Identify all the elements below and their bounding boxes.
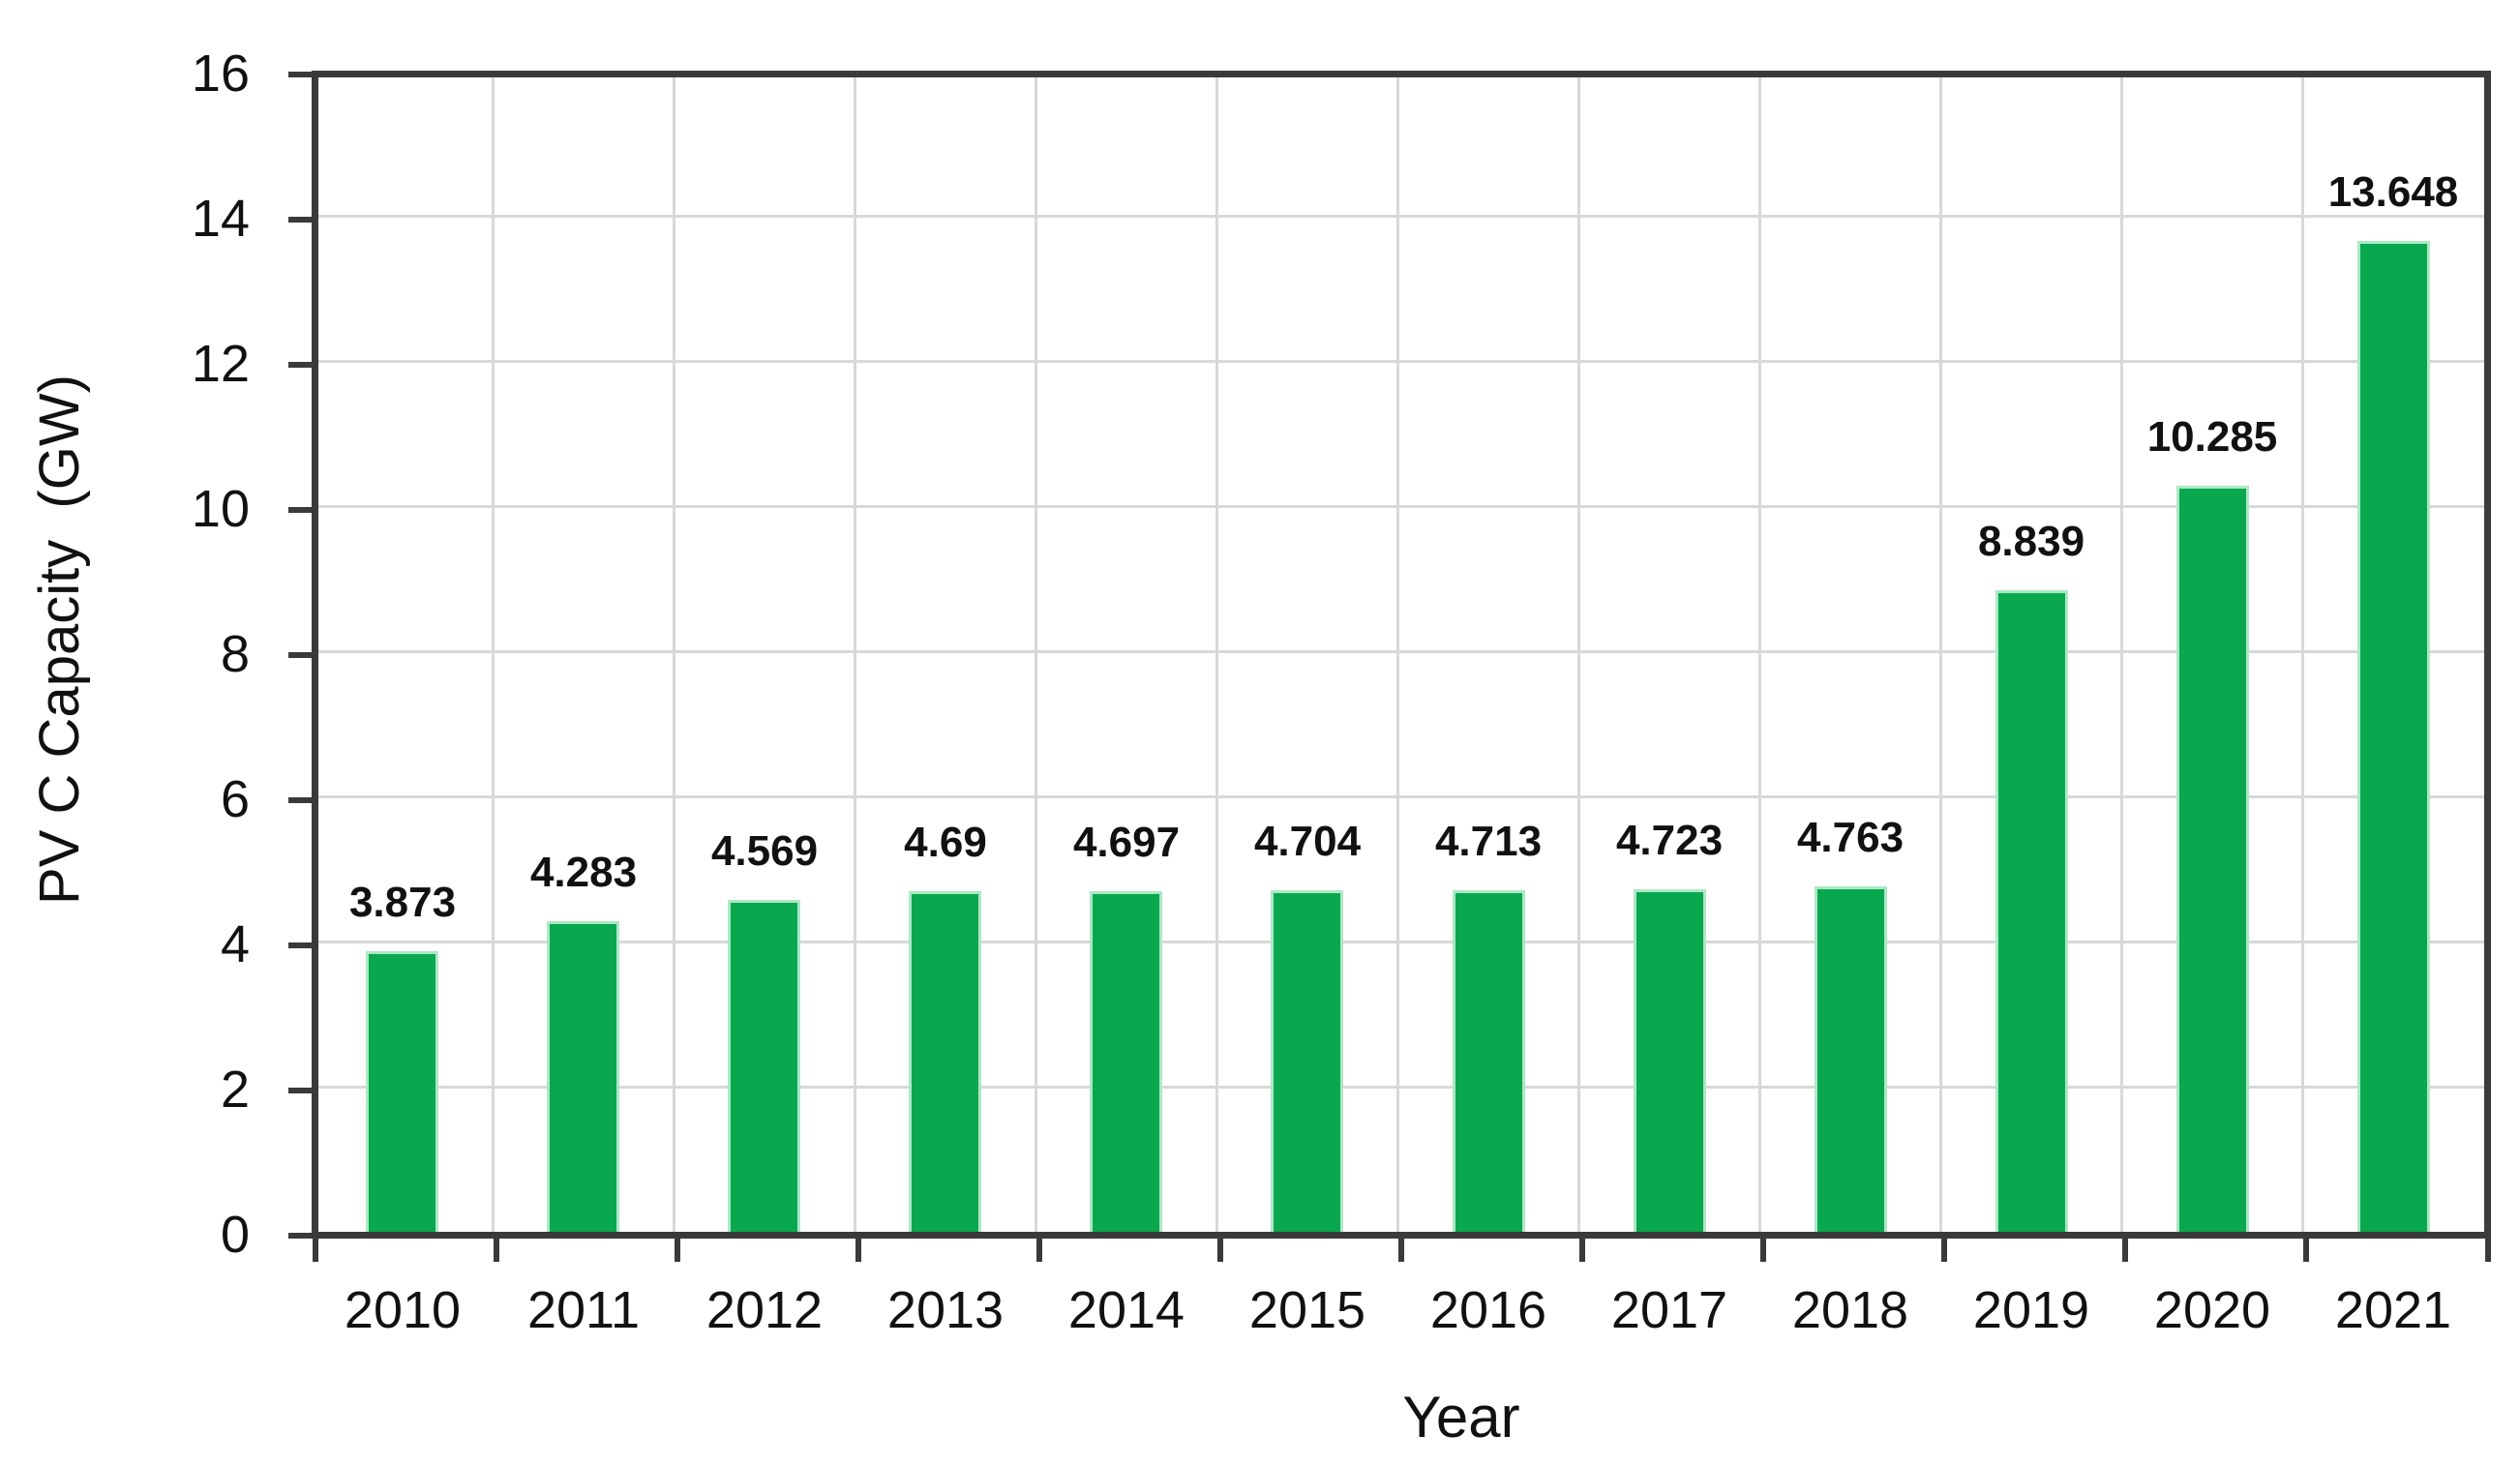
bar-value-label: 4.763 <box>1796 814 1905 861</box>
y-axis-tick-label: 6 <box>220 770 250 828</box>
y-axis-tick <box>288 507 312 513</box>
bar-value-label: 4.713 <box>1434 818 1543 865</box>
bar-value-label: 4.697 <box>1072 819 1181 866</box>
y-axis-tick <box>288 652 312 658</box>
y-axis-tick <box>288 797 312 803</box>
y-axis-tick-label: 4 <box>220 915 250 973</box>
x-axis-tick-label: 2012 <box>705 1281 824 1339</box>
plot-border-top <box>312 71 2491 77</box>
bar-value-label: 4.283 <box>529 849 638 896</box>
x-axis-tick-label: 2021 <box>2334 1281 2452 1339</box>
x-axis-tick <box>1217 1232 1223 1262</box>
bar-value-label: 4.704 <box>1253 818 1362 865</box>
bar <box>1090 891 1162 1232</box>
plot-border-right <box>2484 71 2491 1232</box>
vertical-gridline <box>1035 71 1037 1232</box>
bar <box>1995 590 2068 1232</box>
x-axis-tick-label: 2010 <box>344 1281 462 1339</box>
x-axis-tick <box>2303 1232 2309 1262</box>
bar-value-label: 8.839 <box>1977 518 2085 565</box>
x-axis-tick <box>2122 1232 2128 1262</box>
y-axis-tick <box>288 362 312 368</box>
vertical-gridline <box>1758 71 1761 1232</box>
bar <box>1453 890 1525 1232</box>
x-axis-tick-label: 2013 <box>886 1281 1005 1339</box>
y-axis-tick-label: 0 <box>220 1206 250 1264</box>
y-axis-tick-label: 8 <box>220 625 250 683</box>
x-axis-tick <box>494 1232 499 1262</box>
bar-value-label: 4.569 <box>710 827 819 875</box>
y-axis-tick-label: 10 <box>191 480 250 538</box>
y-axis-tick-label: 14 <box>191 190 250 248</box>
bar <box>366 951 438 1232</box>
y-axis-tick-label: 2 <box>220 1061 250 1119</box>
bar-value-label: 13.648 <box>2327 168 2459 216</box>
y-axis-line <box>312 71 318 1232</box>
x-axis-tick-label: 2011 <box>526 1281 641 1339</box>
x-axis-tick-label: 2018 <box>1791 1281 1909 1339</box>
x-axis-tick <box>855 1232 861 1262</box>
y-axis-tick-label: 16 <box>191 45 250 103</box>
y-axis-tick <box>288 72 312 77</box>
y-axis-tick <box>288 1088 312 1093</box>
y-axis-tick <box>288 1233 312 1239</box>
bar <box>1634 889 1706 1232</box>
x-axis-tick-label: 2016 <box>1429 1281 1547 1339</box>
x-axis-tick <box>2485 1232 2491 1262</box>
bar-value-label: 4.723 <box>1615 817 1724 864</box>
bar <box>728 900 800 1232</box>
bar <box>1271 890 1343 1232</box>
x-axis-tick <box>313 1232 318 1262</box>
x-axis-title: Year <box>1402 1385 1520 1450</box>
bar <box>2176 486 2249 1232</box>
x-axis-tick <box>1398 1232 1404 1262</box>
x-axis-tick-label: 2020 <box>2153 1281 2271 1339</box>
bar-value-label: 10.285 <box>2146 413 2278 461</box>
x-axis-tick <box>1760 1232 1766 1262</box>
y-axis-tick-label: 12 <box>191 335 250 393</box>
vertical-gridline <box>492 71 495 1232</box>
y-axis-tick <box>288 217 312 223</box>
vertical-gridline <box>1215 71 1218 1232</box>
bar <box>909 891 981 1232</box>
x-axis-tick-label: 2017 <box>1610 1281 1728 1339</box>
bar-value-label: 3.873 <box>348 879 457 926</box>
bar-value-label: 4.69 <box>904 819 987 866</box>
x-axis-tick-label: 2014 <box>1067 1281 1185 1339</box>
bar <box>1815 886 1887 1232</box>
x-axis-tick <box>1579 1232 1585 1262</box>
vertical-gridline <box>2301 71 2304 1232</box>
vertical-gridline <box>1396 71 1399 1232</box>
x-axis-tick-label: 2019 <box>1972 1281 2090 1339</box>
x-axis-tick-label: 2015 <box>1248 1281 1366 1339</box>
vertical-gridline <box>854 71 856 1232</box>
vertical-gridline <box>2120 71 2123 1232</box>
x-axis-tick <box>1941 1232 1947 1262</box>
bar <box>2357 241 2430 1232</box>
y-axis-title: PV C Capacity (GW) <box>28 374 91 905</box>
vertical-gridline <box>673 71 675 1232</box>
x-axis-tick <box>675 1232 680 1262</box>
vertical-gridline <box>1577 71 1580 1232</box>
x-axis-tick <box>1036 1232 1042 1262</box>
vertical-gridline <box>1939 71 1942 1232</box>
bar <box>547 921 619 1232</box>
y-axis-tick <box>288 942 312 948</box>
